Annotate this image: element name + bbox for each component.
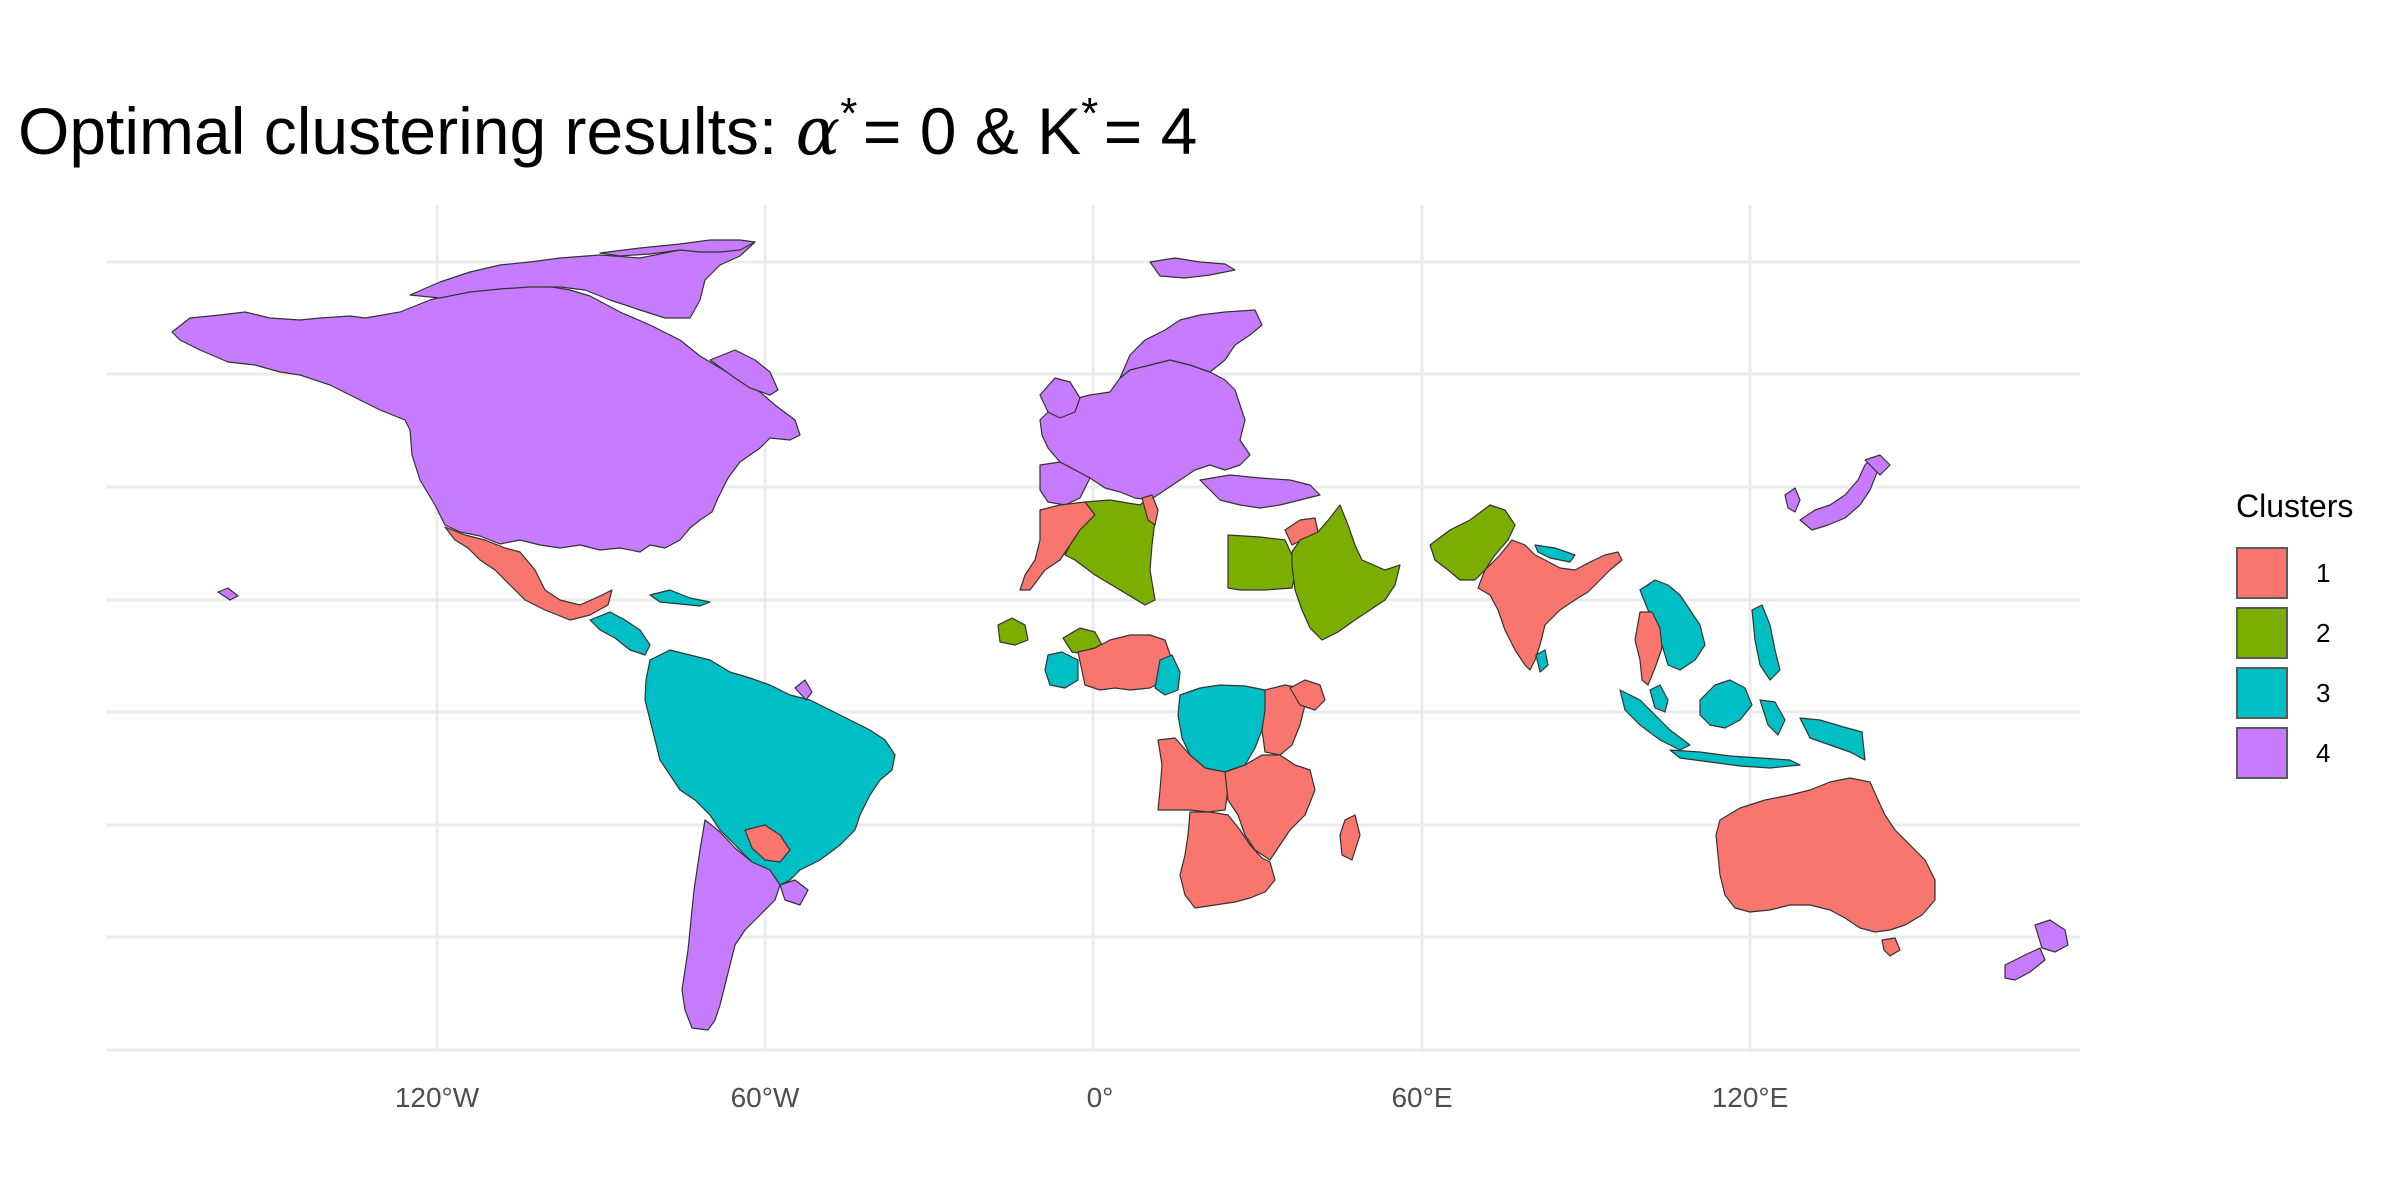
region-north-america: [171, 284, 801, 553]
k-symbol: K: [1037, 94, 1082, 168]
region-hudson-east: [709, 349, 779, 396]
legend-item-1: 1: [2236, 543, 2353, 603]
x-tick-120e: 120°E: [1711, 1082, 1789, 1113]
region-turkey-balkans: [1199, 474, 1321, 509]
region-zambia-mozambique: [1224, 754, 1316, 861]
legend-label-3: 3: [2316, 677, 2331, 708]
region-sumatra: [1619, 689, 1691, 751]
region-sulawesi: [1759, 699, 1786, 736]
region-india: [1477, 539, 1623, 671]
x-tick-120w: 120°W: [394, 1082, 480, 1113]
chart-title: Optimal clustering results: α* = 0 & K* …: [18, 92, 1197, 165]
region-tasmania: [1881, 937, 1901, 957]
region-korea: [1784, 487, 1801, 513]
k-star: *: [1081, 89, 1099, 138]
region-ivory-coast: [1044, 651, 1079, 689]
legend-label-4: 4: [2316, 737, 2331, 768]
legend-label-1: 1: [2316, 557, 2331, 588]
legend-key-1: [2236, 547, 2288, 599]
region-new-zealand-south: [2004, 947, 2046, 981]
k-value: = 4: [1103, 94, 1198, 168]
legend-item-2: 2: [2236, 603, 2353, 663]
legend-title: Clusters: [2236, 488, 2354, 524]
region-malaysia: [1649, 684, 1669, 713]
region-senegal: [997, 617, 1029, 646]
region-borneo: [1699, 679, 1753, 729]
region-philippines: [1751, 604, 1781, 681]
x-tick-60e: 60°E: [1391, 1082, 1453, 1113]
region-uk-ireland: [1039, 377, 1081, 419]
region-hawaii: [217, 587, 239, 601]
region-south-america-north: [644, 649, 896, 886]
region-southern-africa: [1179, 811, 1276, 909]
region-arabia: [1291, 504, 1401, 641]
region-central-america: [589, 611, 651, 656]
alpha-symbol: α: [795, 93, 841, 170]
region-southern-cone: [681, 819, 781, 1031]
region-japan: [1799, 457, 1879, 531]
legend-key-4: [2236, 727, 2288, 779]
region-tunisia: [1141, 494, 1159, 526]
legend-key-2: [2236, 607, 2288, 659]
region-central-africa: [1177, 684, 1269, 773]
region-nepal: [1534, 544, 1576, 563]
region-pakistan: [1429, 504, 1516, 581]
region-new-zealand-north: [2034, 919, 2069, 953]
title-ampersand: &: [956, 94, 1038, 168]
region-thailand: [1634, 611, 1663, 686]
region-svalbard: [1149, 257, 1236, 279]
region-french-guiana: [794, 679, 813, 701]
x-tick-60w: 60°W: [730, 1082, 800, 1113]
region-australia: [1715, 777, 1936, 933]
region-paraguay: [744, 824, 791, 863]
alpha-value: = 0: [862, 94, 957, 168]
region-uruguay: [779, 879, 809, 906]
region-ethiopia: [1289, 679, 1326, 711]
region-arctic-islands: [599, 239, 756, 257]
legend-item-3: 3: [2236, 663, 2353, 723]
region-canadian-arctic: [409, 241, 756, 319]
region-scandinavia: [1119, 309, 1263, 379]
legend-key-3: [2236, 667, 2288, 719]
map-gridlines: [106, 205, 2080, 1052]
region-cameroon: [1154, 654, 1181, 696]
legend-label-2: 2: [2316, 617, 2331, 648]
region-egypt: [1227, 534, 1296, 591]
region-hokkaido: [1864, 454, 1891, 476]
region-sri-lanka: [1535, 649, 1549, 673]
region-caribbean: [649, 589, 711, 607]
legend-item-4: 4: [2236, 723, 2353, 783]
alpha-star: *: [840, 89, 858, 138]
region-angola: [1157, 737, 1229, 813]
legend: Clusters 1 2 3 4: [2236, 488, 2353, 783]
region-java-islands: [1669, 749, 1801, 769]
region-madagascar: [1339, 814, 1361, 861]
x-tick-0: 0°: [1086, 1082, 1114, 1113]
region-mexico: [444, 526, 613, 621]
region-new-guinea: [1799, 717, 1866, 761]
region-iberia: [1039, 461, 1091, 506]
title-prefix: Optimal clustering results:: [18, 94, 796, 168]
